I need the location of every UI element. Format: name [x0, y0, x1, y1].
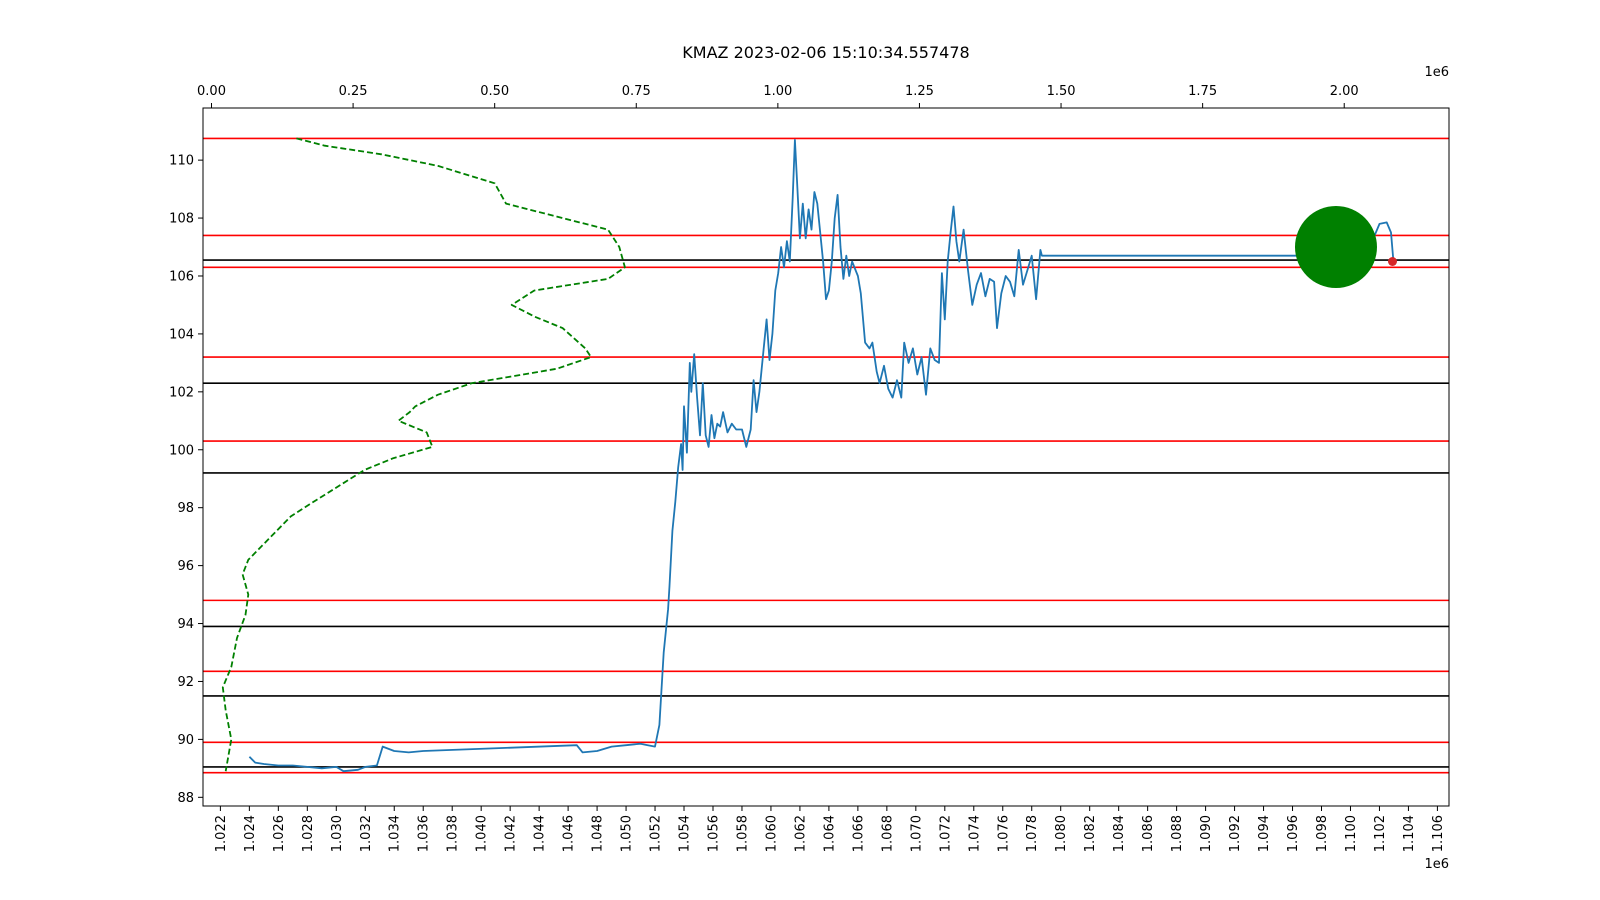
- x-bottom-tick-label: 1.034: [388, 815, 403, 852]
- x-bottom-tick-label: 1.040: [475, 815, 490, 852]
- y-tick-label: 106: [169, 269, 194, 284]
- x-bottom-tick-label: 1.084: [1112, 815, 1127, 852]
- x-top-tick-label: 1.75: [1188, 84, 1217, 99]
- large-green-marker: [1294, 206, 1377, 289]
- x-bottom-tick-label: 1.086: [1141, 815, 1156, 852]
- x-bottom-tick-label: 1.066: [851, 815, 866, 852]
- x-bottom-tick-label: 1.046: [562, 815, 577, 852]
- y-tick-label: 88: [177, 791, 194, 806]
- x-bottom-tick-label: 1.036: [417, 815, 432, 852]
- volume-profile-line: [221, 137, 626, 772]
- x-bottom-tick-label: 1.032: [359, 815, 374, 852]
- x-top-tick-label: 0.25: [339, 84, 368, 99]
- x-top-scale-label: 1e6: [1424, 65, 1449, 80]
- y-tick-label: 98: [177, 501, 194, 516]
- y-tick-label: 102: [169, 385, 194, 400]
- x-bottom-tick-label: 1.024: [243, 815, 258, 852]
- x-bottom-tick-label: 1.048: [591, 815, 606, 852]
- y-tick-label: 108: [169, 212, 194, 227]
- x-bottom-tick-label: 1.092: [1228, 815, 1243, 852]
- red-point-marker: [1387, 257, 1397, 267]
- y-tick-label: 92: [177, 675, 194, 690]
- x-bottom-tick-label: 1.042: [504, 815, 519, 852]
- x-top-tick-label: 0.50: [480, 84, 509, 99]
- x-bottom-tick-label: 1.096: [1286, 815, 1301, 852]
- x-bottom-tick-label: 1.072: [938, 815, 953, 852]
- axes-layer: 88 90 92 94 96 98 100 102 104 106 108 110 1.022 1.024…: [169, 65, 1450, 872]
- x-bottom-tick-label: 1.058: [735, 815, 750, 852]
- x-bottom-tick-label: 1.050: [620, 815, 635, 852]
- x-bottom-tick-label: 1.102: [1373, 815, 1388, 852]
- x-bottom-tick-label: 1.088: [1170, 815, 1185, 852]
- x-bottom-tick-label: 1.070: [909, 815, 924, 852]
- x-bottom-tick-label: 1.056: [706, 815, 721, 852]
- x-bottom-tick-label: 1.076: [996, 815, 1011, 852]
- x-top-tick-label: 0.00: [197, 84, 226, 99]
- series-layer: [221, 137, 1395, 773]
- x-bottom-tick-label: 1.026: [272, 815, 287, 852]
- x-bottom-tick-label: 1.074: [967, 815, 982, 852]
- chart-title: KMAZ 2023-02-06 15:10:34.557478: [682, 43, 969, 62]
- x-bottom-tick-label: 1.064: [822, 815, 837, 852]
- price-line: [248, 138, 1395, 773]
- x-top-tick-label: 2.00: [1330, 84, 1359, 99]
- x-top-tick-label: 1.00: [763, 84, 792, 99]
- x-bottom-tick-label: 1.106: [1431, 815, 1446, 852]
- x-bottom-tick-label: 1.022: [214, 815, 229, 852]
- y-tick-label: 90: [177, 733, 194, 748]
- y-tick-label: 104: [169, 327, 194, 342]
- x-bottom-tick-label: 1.082: [1083, 815, 1098, 852]
- x-top-tick-label: 1.50: [1047, 84, 1076, 99]
- x-bottom-tick-label: 1.098: [1315, 815, 1330, 852]
- y-tick-label: 100: [169, 443, 194, 458]
- x-top-tick-label: 1.25: [905, 84, 934, 99]
- plot-lines: [203, 137, 1449, 774]
- x-bottom-tick-label: 1.030: [330, 815, 345, 852]
- x-bottom-tick-label: 1.104: [1402, 815, 1417, 852]
- x-bottom-tick-label: 1.080: [1054, 815, 1069, 852]
- x-bottom-tick-label: 1.060: [764, 815, 779, 852]
- x-bottom-tick-label: 1.062: [793, 815, 808, 852]
- marker-layer: [1294, 206, 1397, 289]
- x-bottom-tick-label: 1.054: [678, 815, 693, 852]
- y-tick-label: 96: [177, 559, 194, 574]
- x-bottom-tick-label: 1.094: [1257, 815, 1272, 852]
- x-bottom-tick-label: 1.044: [533, 815, 548, 852]
- x-bottom-tick-label: 1.090: [1199, 815, 1214, 852]
- y-tick-label: 110: [169, 154, 194, 169]
- x-bottom-tick-label: 1.100: [1344, 815, 1359, 852]
- x-bottom-tick-label: 1.052: [649, 815, 664, 852]
- y-tick-label: 94: [177, 617, 194, 632]
- x-bottom-tick-label: 1.068: [880, 815, 895, 852]
- plot-frame: [202, 107, 1450, 807]
- x-bottom-tick-label: 1.038: [446, 815, 461, 852]
- x-bottom-tick-label: 1.078: [1025, 815, 1040, 852]
- x-top-tick-label: 0.75: [622, 84, 651, 99]
- x-bottom-tick-label: 1.028: [301, 815, 316, 852]
- x-bottom-scale-label: 1e6: [1424, 857, 1449, 872]
